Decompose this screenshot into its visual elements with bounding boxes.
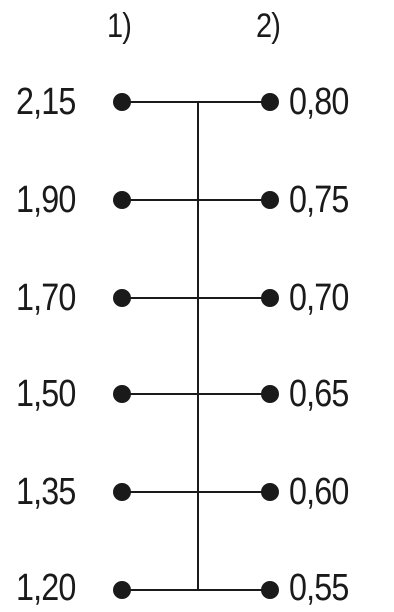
right-value: 0,80 xyxy=(289,81,349,123)
right-value: 0,70 xyxy=(289,277,349,319)
row-connector xyxy=(113,93,279,111)
right-value: 0,60 xyxy=(289,471,349,513)
right-dot xyxy=(261,191,279,209)
left-value: 1,70 xyxy=(16,277,76,319)
row-connector xyxy=(113,581,279,599)
left-value: 1,35 xyxy=(16,471,76,513)
left-value: 2,15 xyxy=(16,81,76,123)
left-dot xyxy=(113,581,131,599)
left-dot xyxy=(113,93,131,111)
row-connector xyxy=(113,191,279,209)
left-value: 1,90 xyxy=(16,179,76,221)
row-connector xyxy=(113,385,279,403)
row-connector xyxy=(113,289,279,307)
left-value: 1,20 xyxy=(16,567,76,609)
left-dot xyxy=(113,289,131,307)
right-dot xyxy=(261,385,279,403)
right-dot xyxy=(261,93,279,111)
right-value: 0,75 xyxy=(289,179,349,221)
column-header-2: 2) xyxy=(256,7,281,45)
right-dot xyxy=(261,289,279,307)
left-dot xyxy=(113,483,131,501)
right-dot xyxy=(261,581,279,599)
left-dot xyxy=(113,385,131,403)
right-dot xyxy=(261,483,279,501)
column-header-1: 1) xyxy=(107,7,132,45)
row-connector xyxy=(113,483,279,501)
left-value: 1,50 xyxy=(16,373,76,415)
right-value: 0,65 xyxy=(289,373,349,415)
right-value: 0,55 xyxy=(289,567,349,609)
left-dot xyxy=(113,191,131,209)
